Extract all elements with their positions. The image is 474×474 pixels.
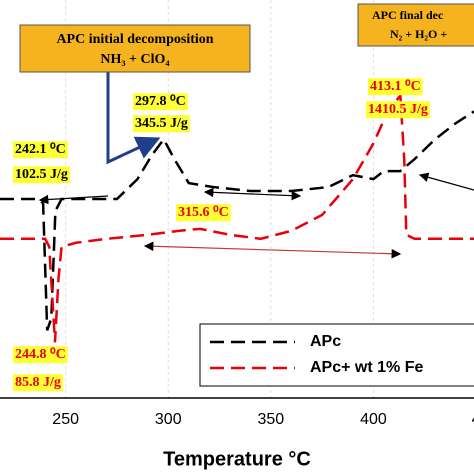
annotation-bg	[13, 374, 63, 392]
annotation: 413.1 ⁰C	[370, 79, 421, 94]
arrow	[143, 241, 402, 259]
box-text: NH₃ + ClO₄	[100, 52, 170, 67]
annotation-bg	[133, 115, 190, 133]
x-tick-label: 350	[258, 411, 285, 428]
annotation: 102.5 J/g	[15, 167, 68, 182]
x-axis-title: Temperature °C	[163, 448, 311, 470]
annotation: 244.8 ⁰C	[15, 347, 66, 362]
box-text: APC final dec	[372, 8, 444, 22]
box-text: N₂ + H₂O +	[390, 27, 447, 41]
annotation: 297.8 ⁰C	[135, 94, 186, 109]
annotation-box	[19, 24, 251, 73]
annotation-bg	[133, 93, 188, 111]
legend-label: APc	[310, 333, 341, 350]
annotation-bg	[176, 204, 231, 222]
annotation: 345.5 J/g	[135, 116, 188, 131]
annotation-bg	[368, 78, 423, 96]
arrow	[203, 187, 302, 201]
series-line	[0, 92, 474, 343]
series-line	[0, 110, 474, 331]
box-text: APC initial decomposition	[56, 32, 213, 47]
x-tick-label: 400	[360, 411, 387, 428]
x-tick-label: 300	[155, 411, 182, 428]
annotation-box	[357, 3, 474, 47]
legend	[199, 323, 474, 387]
arrow	[38, 194, 109, 205]
annotation-bg	[13, 141, 68, 159]
annotation: 315.6 ⁰C	[178, 205, 229, 220]
annotation-bg	[13, 166, 70, 184]
x-tick-label: 4	[472, 411, 474, 428]
annotation: 242.1 ⁰C	[15, 142, 66, 157]
annotation: 1410.5 J/g	[368, 102, 428, 117]
annotation-bg	[13, 346, 68, 364]
arrow	[106, 72, 161, 165]
annotation: 85.8 J/g	[15, 375, 61, 390]
annotation-bg	[366, 101, 430, 119]
x-tick-label: 250	[52, 411, 79, 428]
arrow	[418, 172, 474, 191]
legend-label: APc+ wt 1% Fe	[310, 359, 423, 376]
